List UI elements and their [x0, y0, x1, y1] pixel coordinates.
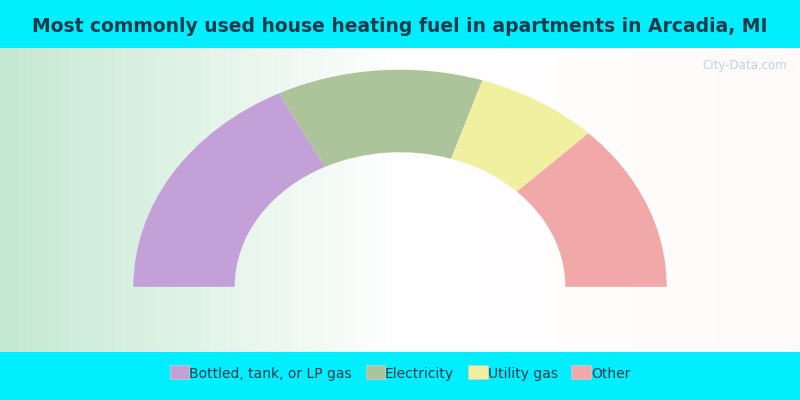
Text: Most commonly used house heating fuel in apartments in Arcadia, MI: Most commonly used house heating fuel in…	[32, 17, 768, 36]
Wedge shape	[134, 93, 325, 287]
Wedge shape	[517, 133, 666, 287]
Wedge shape	[451, 80, 589, 192]
Text: City-Data.com: City-Data.com	[702, 59, 786, 72]
Legend: Bottled, tank, or LP gas, Electricity, Utility gas, Other: Bottled, tank, or LP gas, Electricity, U…	[170, 367, 630, 381]
Wedge shape	[279, 70, 482, 167]
